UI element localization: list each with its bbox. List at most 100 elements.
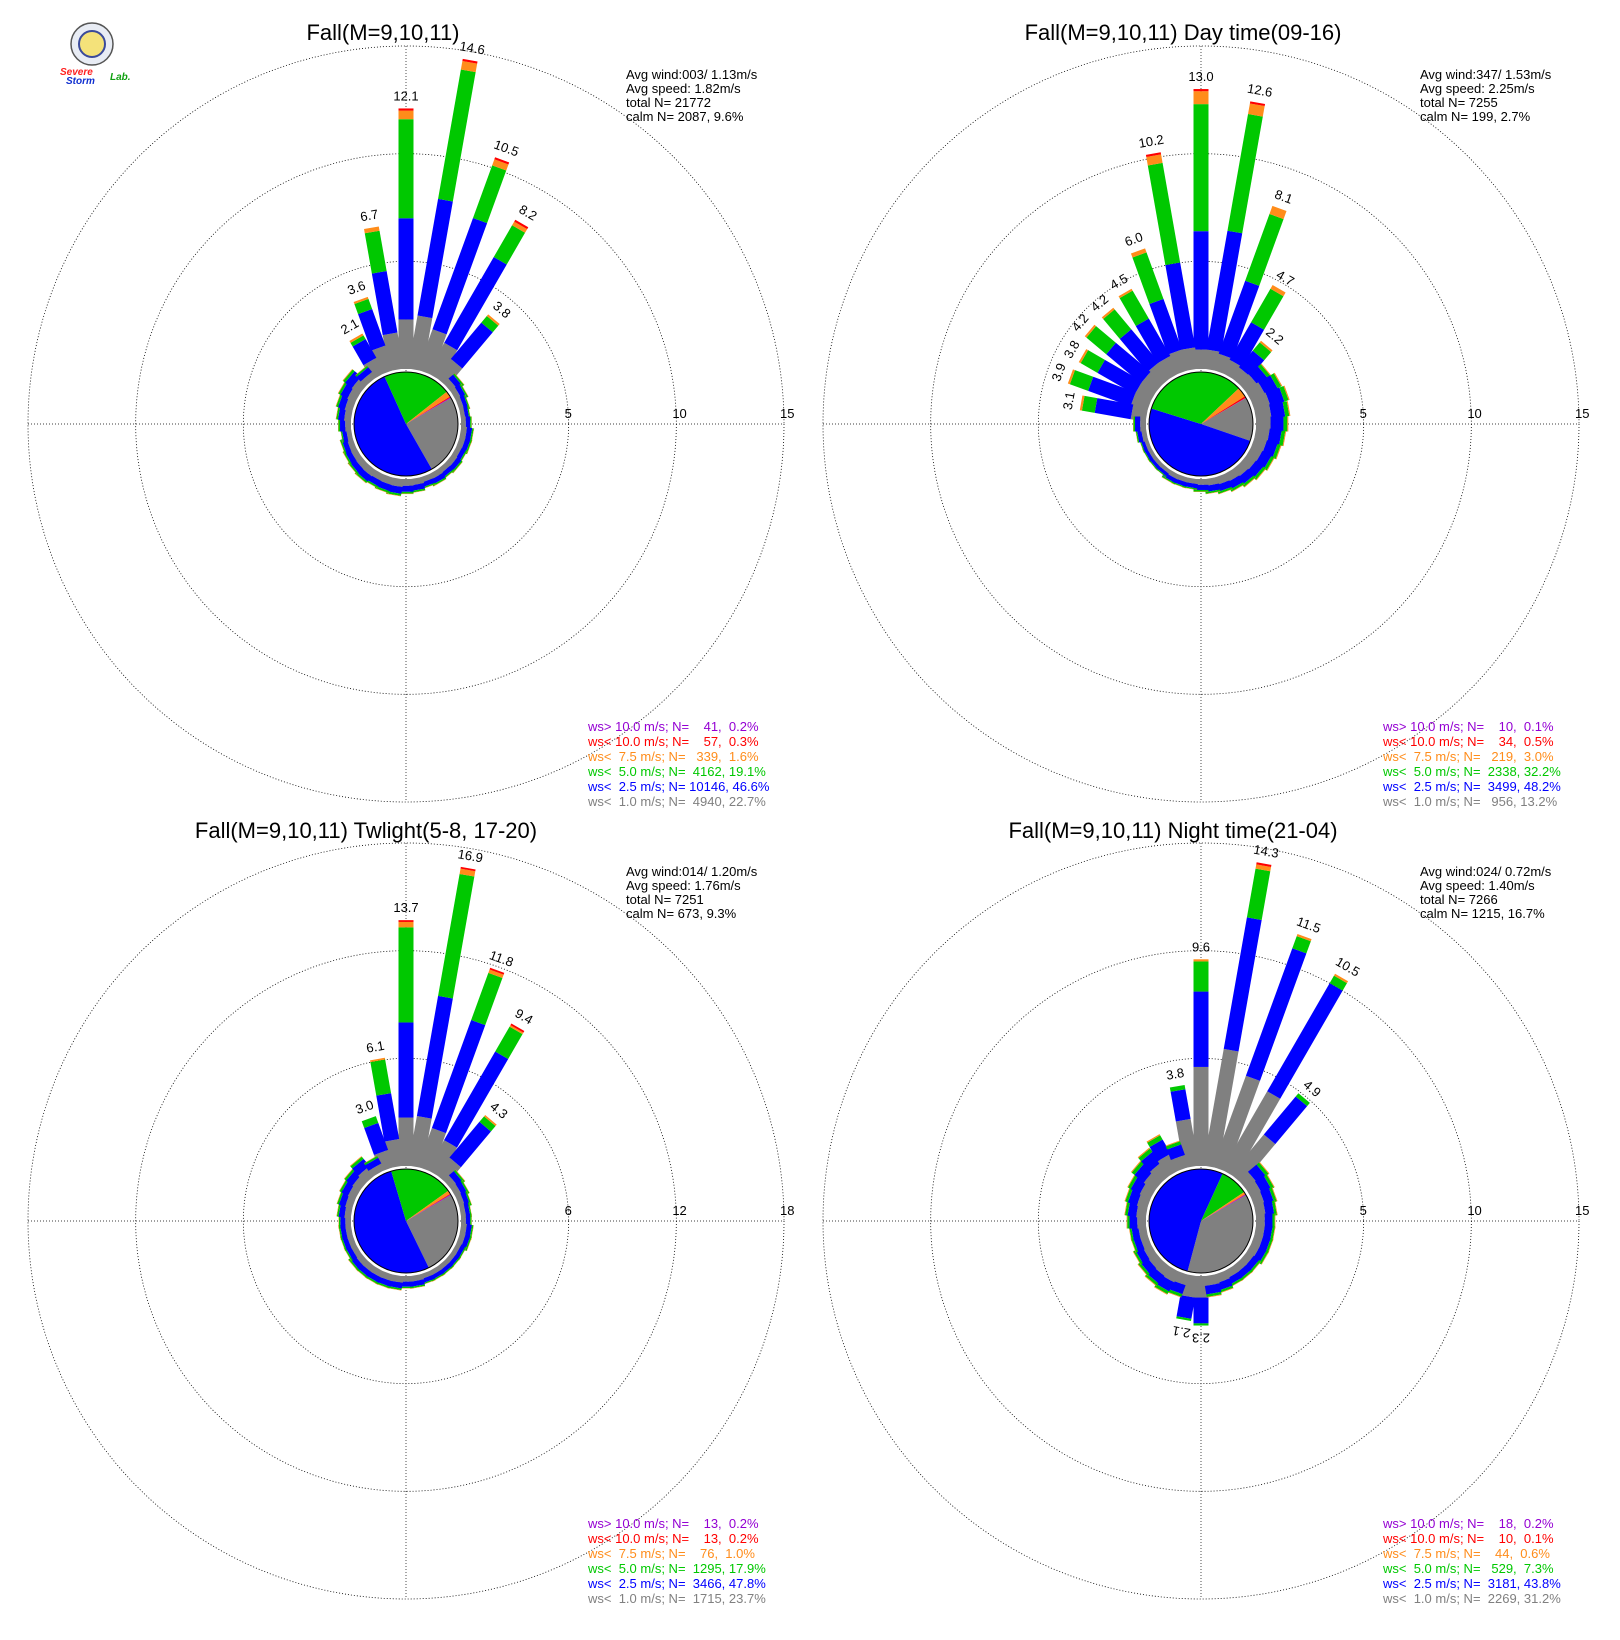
bar-segment-lt2_5 — [417, 198, 453, 319]
bar-segment-lt7_5 — [1287, 416, 1289, 432]
bar-segment-lt7_5 — [460, 61, 478, 73]
bar-segment-lt5 — [1249, 1260, 1261, 1273]
bar-segment-lt5 — [1167, 1289, 1183, 1297]
bar-segment-lt7_5 — [410, 490, 426, 494]
bar-segment-lt7_5 — [1193, 91, 1209, 105]
bar-value-label: 12.1 — [393, 88, 418, 103]
calm-pie-slice-lt7_5 — [1201, 388, 1245, 424]
bar-segment-lt7_5 — [1144, 1275, 1157, 1287]
bar-segment-lt7_5 — [1271, 1187, 1278, 1202]
lab-seal-inner-icon — [78, 30, 106, 58]
bar-segment-lt7_5 — [335, 392, 342, 407]
bar-segment-lt7_5 — [1146, 1134, 1161, 1143]
bar-segment-lt2_5 — [1135, 318, 1171, 364]
bar-segment-lt7_5 — [1127, 1174, 1136, 1188]
bar-segment-lt5 — [1135, 427, 1140, 443]
bar-segment-lt5 — [432, 477, 447, 487]
bar-segment-lt7_5 — [336, 1189, 343, 1204]
bar-segment-lt7_5 — [364, 480, 378, 489]
bar-segment-lt5 — [1127, 1213, 1130, 1229]
direction-bar — [417, 967, 505, 1172]
bar-segment-lt2_5 — [1193, 1297, 1209, 1324]
bar-segment-lt5 — [336, 1201, 342, 1217]
bar-value-label: 6.0 — [1123, 229, 1145, 249]
calm-pie-slice-lt1 — [1187, 1195, 1253, 1273]
bar-segment-lt7_5 — [355, 1268, 368, 1279]
bar-segment-lt5 — [1129, 1225, 1134, 1241]
bar-segment-lt5 — [1272, 443, 1281, 460]
bar-segment-lt7_5 — [1079, 395, 1085, 411]
calm-pie-slice-lt10 — [1201, 396, 1246, 424]
bar-segment-lt7_5 — [486, 314, 500, 326]
bar-segment-lt7_5 — [1244, 477, 1256, 488]
bar-segment-lt5 — [465, 1236, 472, 1252]
bar-segment-lt7_5 — [1286, 401, 1291, 417]
bar-segment-lt5 — [1329, 975, 1347, 991]
bar-segment-lt7_5 — [1296, 934, 1312, 942]
bar-segment-lt2_5 — [1176, 1295, 1196, 1319]
bar-segment-lt5 — [1282, 401, 1290, 417]
bar-segment-lt7_5 — [1259, 1161, 1270, 1174]
legend-entry-gt10: ws> 10.0 m/s; N= 10, 0.1% — [1382, 719, 1554, 734]
stat-line: total N= 21772 — [626, 95, 711, 110]
bar-segment-lt1 — [398, 1276, 414, 1282]
bar-segment-lt7_5 — [1283, 385, 1290, 401]
bar-segment-lt7_5 — [375, 1283, 390, 1289]
panel-title: Fall(M=9,10,11) Twlight(5-8, 17-20) — [195, 818, 537, 843]
bar-segment-lt1 — [1147, 362, 1172, 387]
bar-segment-lt10 — [510, 1023, 525, 1033]
legend-entry-lt5: ws< 5.0 m/s; N= 1295, 17.9% — [587, 1561, 766, 1576]
bar-segment-lt5 — [386, 491, 402, 496]
bar-segment-lt1 — [1193, 479, 1209, 485]
bar-segment-lt7_5 — [1165, 1140, 1180, 1147]
bar-segment-lt5 — [1218, 1285, 1234, 1293]
bar-segment-lt2_5 — [398, 1281, 414, 1287]
bar-segment-lt2_5 — [398, 485, 414, 492]
bar-segment-lt5 — [370, 1059, 392, 1096]
calm-pie-slice-lt1 — [406, 1195, 459, 1268]
windrose-panel-1: 5 10 15 Fall(M=9,10,11) Avg wind:003/ 1.13m/… — [27, 20, 794, 809]
bar-segment-lt2_5 — [1149, 1139, 1171, 1162]
bar-segment-lt5 — [470, 1213, 472, 1229]
bar-segment-lt5 — [1080, 350, 1105, 373]
bar-segment-lt7_5 — [339, 440, 346, 455]
bar-segment-lt5 — [1246, 868, 1271, 921]
bar-segment-lt5 — [467, 1202, 472, 1218]
bar-value-label: 3.8 — [1165, 1065, 1185, 1083]
bar-segment-lt2_5 — [1229, 322, 1265, 368]
bar-segment-lt5 — [1161, 475, 1176, 485]
bar-value-label: 14.3 — [1252, 842, 1280, 861]
bar-segment-lt5 — [364, 478, 379, 489]
bar-value-label: 4.3 — [487, 1099, 510, 1122]
bar-value-label: 4.9 — [1300, 1077, 1323, 1100]
calm-pie-slice-lt7_5 — [1201, 1192, 1246, 1221]
bar-segment-lt10 — [489, 967, 505, 975]
direction-bar — [1230, 1093, 1310, 1184]
bar-segment-lt5 — [1256, 1162, 1269, 1177]
bar-segment-lt5 — [1086, 326, 1116, 355]
bar-segment-lt7_5 — [339, 1236, 346, 1252]
bar-segment-lt1 — [1203, 1273, 1220, 1287]
bar-segment-lt2_5 — [1267, 983, 1343, 1099]
bar-segment-lt1 — [1140, 416, 1147, 432]
bar-segment-lt5 — [1138, 1148, 1153, 1162]
direction-bar — [1130, 248, 1190, 375]
ring-label: 15 — [1575, 1203, 1589, 1218]
stat-line: Avg wind:347/ 1.53m/s — [1420, 67, 1552, 82]
bar-segment-lt5 — [344, 1167, 356, 1181]
direction-bar — [398, 920, 414, 1166]
bar-segment-lt7_5 — [348, 1259, 359, 1272]
bar-value-label: 2.1 — [1171, 1323, 1191, 1341]
bar-segment-lt7_5 — [1269, 205, 1287, 220]
bar-segment-lt1 — [435, 358, 463, 387]
bar-segment-lt7_5 — [1134, 427, 1138, 443]
bar-segment-lt1 — [371, 345, 395, 375]
bar-segment-lt2_5 — [365, 1157, 382, 1171]
bar-segment-lt1 — [1175, 1118, 1199, 1169]
grid-ring — [27, 45, 785, 803]
bar-segment-lt5 — [1205, 489, 1221, 494]
ring-label: 10 — [672, 406, 686, 421]
bar-segment-lt7_5 — [1128, 1226, 1132, 1241]
bar-segment-lt7_5 — [1078, 349, 1089, 364]
direction-bar — [408, 58, 478, 372]
